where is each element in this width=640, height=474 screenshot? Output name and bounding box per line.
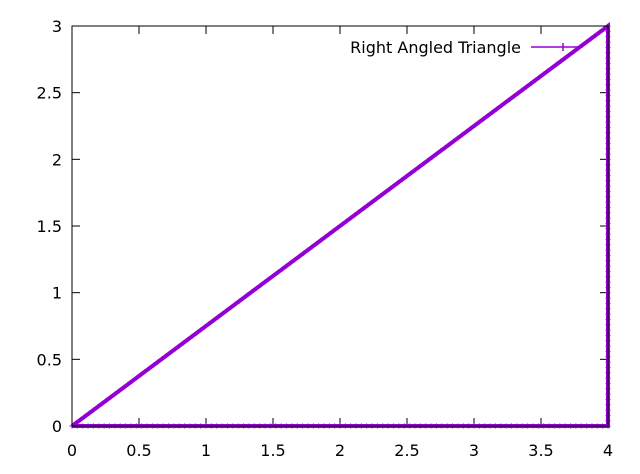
x-tick-label: 2.5 bbox=[394, 441, 419, 460]
legend: Right Angled Triangle bbox=[350, 38, 578, 57]
y-tick-label: 0 bbox=[52, 417, 62, 436]
x-tick-labels: 0 0.5 1 1.5 2 2.5 3 3.5 4 bbox=[67, 441, 613, 460]
series-line-right-angled-triangle bbox=[70, 22, 610, 428]
y-tick-label: 1.5 bbox=[37, 217, 62, 236]
x-tick-label: 1.5 bbox=[260, 441, 285, 460]
y-tick-label: 2 bbox=[52, 150, 62, 169]
legend-label-right-angled-triangle: Right Angled Triangle bbox=[350, 38, 521, 57]
x-tick-label: 2 bbox=[335, 441, 345, 460]
x-tick-label: 4 bbox=[603, 441, 613, 460]
x-tick-label: 3.5 bbox=[528, 441, 553, 460]
y-tick-labels: 0 0.5 1 1.5 2 2.5 3 bbox=[37, 17, 62, 436]
x-tick-label: 0 bbox=[67, 441, 77, 460]
x-tick-label: 1 bbox=[201, 441, 211, 460]
plot-frame bbox=[71, 25, 609, 427]
y-tick-label: 1 bbox=[52, 284, 62, 303]
x-tick-label: 3 bbox=[469, 441, 479, 460]
series-layer bbox=[69, 22, 611, 429]
y-tick-label: 0.5 bbox=[37, 350, 62, 369]
y-tick-label: 2.5 bbox=[37, 84, 62, 103]
y-tick-label: 3 bbox=[52, 17, 62, 36]
x-tick-label: 0.5 bbox=[126, 441, 151, 460]
